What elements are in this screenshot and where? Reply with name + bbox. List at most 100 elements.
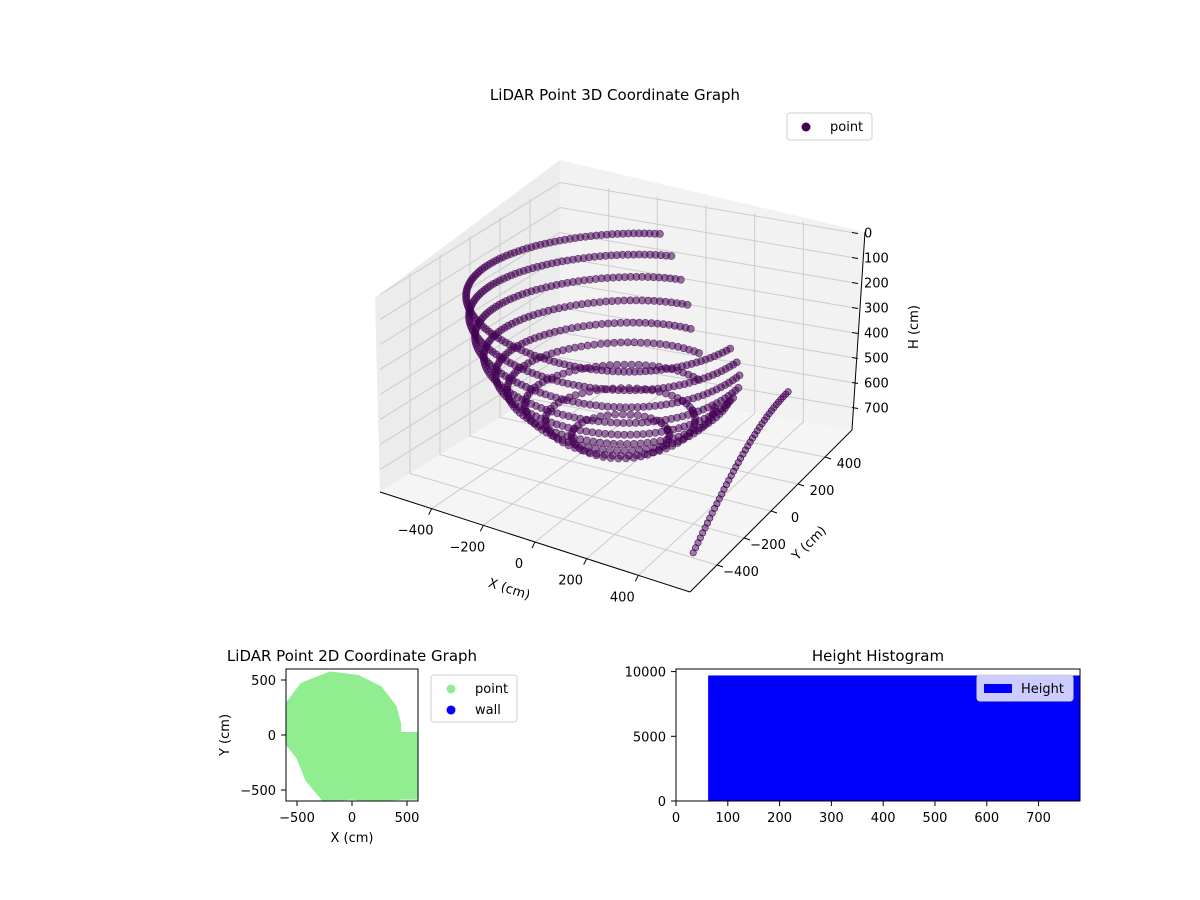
- point-3d: [577, 342, 586, 351]
- z-tick-3d: [851, 282, 859, 284]
- point-3d: [596, 339, 605, 348]
- grid-line-z: [379, 256, 853, 370]
- plot-histogram: Height Histogram 0 100 200 300 400 500 600 7000…: [625, 647, 1081, 826]
- point-3d: [598, 445, 607, 454]
- x-axis-label-3d: X (cm): [486, 576, 532, 604]
- z-tick-3d: [851, 332, 859, 334]
- point-3d: [611, 410, 620, 419]
- y-tick-label-2d: −500: [240, 784, 276, 799]
- point-3d: [576, 435, 585, 444]
- y-axis-label-3d: Y (cm): [789, 523, 830, 564]
- point-3d: [617, 338, 625, 347]
- grid-line-y: [439, 254, 745, 539]
- ticks-3d: −400−2000200400−400−20002004000100200300…: [398, 227, 889, 606]
- legend-histogram-swatch: [984, 684, 1012, 693]
- x-tick-label-histogram: 200: [767, 811, 792, 826]
- point-3d: [635, 445, 643, 454]
- x-tick-3d: [428, 508, 433, 515]
- point-3d: [633, 411, 642, 420]
- x-tick-label-histogram: 0: [672, 811, 680, 826]
- legend-2d-label-point: point: [475, 682, 508, 697]
- point-3d: [613, 446, 622, 455]
- legend-3d-frame: [786, 112, 873, 141]
- point-2d-cloud: [286, 671, 418, 801]
- point-3d: [609, 439, 618, 448]
- legend-2d-label-wall: wall: [475, 703, 501, 718]
- point-3d: [636, 439, 645, 448]
- legend-histogram-label: Height: [1021, 682, 1064, 697]
- z-tick-label-3d: 500: [864, 352, 889, 367]
- z-tick-3d: [851, 257, 859, 259]
- x-tick-label-histogram: 500: [923, 811, 948, 826]
- legend-3d-marker: [801, 122, 811, 132]
- point-3d: [606, 446, 614, 454]
- point-3d: [735, 371, 744, 380]
- point-3d: [603, 339, 612, 348]
- x-tick-label-histogram: 300: [819, 811, 844, 826]
- pane-floor: [380, 380, 852, 592]
- plot-2d-title: LiDAR Point 2D Coordinate Graph: [227, 647, 477, 665]
- plot-2d: LiDAR Point 2D Coordinate Graph −500 0 500…: [218, 647, 518, 846]
- point-3d: [619, 410, 627, 419]
- legend-2d: point wall: [430, 674, 518, 723]
- legend-2d-marker-point: [446, 684, 456, 694]
- y-tick-label-2d: 0: [268, 729, 276, 744]
- y-tick-3d: [770, 510, 778, 514]
- y-tick-label-3d: 200: [810, 484, 835, 499]
- x-tick-3d: [531, 541, 536, 549]
- point-3d: [589, 437, 598, 446]
- point-3d: [656, 437, 665, 445]
- x-tick-label-2d: −500: [279, 811, 315, 826]
- plot-3d-title: LiDAR Point 3D Coordinate Graph: [490, 86, 740, 104]
- legend-3d: point: [786, 112, 873, 141]
- z-tick-label-3d: 400: [864, 327, 889, 342]
- x-tick-label-2d: 0: [348, 811, 356, 826]
- grid-line-z: [379, 206, 853, 320]
- x-tick-label-3d: −400: [398, 524, 434, 539]
- z-tick-label-3d: 700: [864, 402, 889, 417]
- point-3d: [569, 433, 578, 442]
- point-3d: [616, 440, 625, 448]
- z-axis-label-3d: H (cm): [907, 305, 922, 349]
- x-tick-label-2d: 500: [395, 811, 420, 826]
- grid-line-z: [379, 231, 853, 345]
- point-3d: [578, 389, 587, 398]
- x-tick-label-3d: −200: [449, 540, 485, 555]
- point-3d: [582, 436, 591, 445]
- histogram-ticks: 0 100 200 300 400 500 600 700 0 5000 10000: [625, 666, 1051, 826]
- z-tick-3d: [851, 382, 859, 384]
- point-3d-wall: [784, 388, 792, 396]
- y-tick-label-2d: 500: [251, 674, 276, 689]
- x-tick-label-histogram: 600: [974, 811, 999, 826]
- point-3d: [634, 360, 643, 369]
- y-tick-label-3d: −400: [723, 565, 759, 580]
- legend-3d-label: point: [830, 120, 863, 135]
- point-3d: [596, 438, 604, 447]
- point-3d: [620, 446, 629, 455]
- legend-histogram: Height: [976, 674, 1074, 702]
- point-3d: [628, 446, 636, 455]
- grid-line-y: [409, 273, 718, 566]
- x-tick-label-3d: 200: [558, 574, 583, 589]
- x-tick-label-histogram: 400: [871, 811, 896, 826]
- z-tick-label-3d: 300: [864, 302, 889, 317]
- point-3d: [643, 438, 652, 447]
- x-tick-3d: [479, 525, 484, 532]
- x-tick-label-3d: 400: [610, 590, 635, 605]
- point-3d: [610, 338, 619, 347]
- y-axis-label-2d: Y (cm): [218, 714, 233, 757]
- z-tick-label-3d: 100: [864, 252, 889, 267]
- point-3d: [620, 360, 629, 369]
- x-axis-label-2d: X (cm): [331, 831, 374, 846]
- y-tick-3d: [824, 456, 832, 460]
- point-3d: [734, 383, 743, 392]
- z-tick-3d: [851, 357, 859, 359]
- z-tick-label-3d: 600: [864, 377, 889, 392]
- x-tick-label-3d: 0: [515, 557, 523, 572]
- plot-3d: LiDAR Point 3D Coordinate Graph −400 −200…: [375, 86, 922, 605]
- point-3d: [627, 360, 636, 369]
- y-tick-label-3d: −200: [750, 538, 786, 553]
- legend-2d-marker-wall: [446, 705, 456, 715]
- y-tick-label-3d: 400: [837, 457, 862, 472]
- z-tick-label-3d: 200: [864, 277, 889, 292]
